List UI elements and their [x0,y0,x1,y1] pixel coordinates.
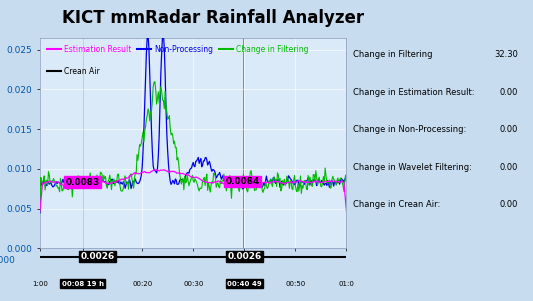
Legend: Crean Air: Crean Air [44,64,102,79]
Text: 0.0026: 0.0026 [80,252,115,261]
Text: 01:0: 01:0 [338,281,354,287]
Text: 00:50: 00:50 [285,281,305,287]
Text: Change in Wavelet Filtering:: Change in Wavelet Filtering: [353,163,472,172]
Text: 0.0083: 0.0083 [66,178,100,187]
Text: 1:00: 1:00 [32,281,48,287]
Text: 00:40 49: 00:40 49 [227,281,262,287]
Text: Change in Filtering: Change in Filtering [353,51,432,60]
Text: 0.000: 0.000 [0,256,15,265]
Text: 00:08 19 h: 00:08 19 h [61,281,103,287]
Text: 00:30: 00:30 [183,281,204,287]
Text: Change in Non-Processing:: Change in Non-Processing: [353,126,466,135]
Text: 0.00: 0.00 [500,126,518,135]
Text: 0.00: 0.00 [500,200,518,209]
Text: Change in Crean Air:: Change in Crean Air: [353,200,440,209]
Text: 32.30: 32.30 [495,51,518,60]
Text: 0.0084: 0.0084 [225,177,260,186]
Text: KICT mmRadar Rainfall Analyzer: KICT mmRadar Rainfall Analyzer [62,9,364,27]
Text: 0.00: 0.00 [500,163,518,172]
Text: 0.00: 0.00 [500,88,518,97]
Text: 0.0026: 0.0026 [227,252,261,261]
Text: Change in Estimation Result:: Change in Estimation Result: [353,88,474,97]
Text: 00:20: 00:20 [132,281,152,287]
